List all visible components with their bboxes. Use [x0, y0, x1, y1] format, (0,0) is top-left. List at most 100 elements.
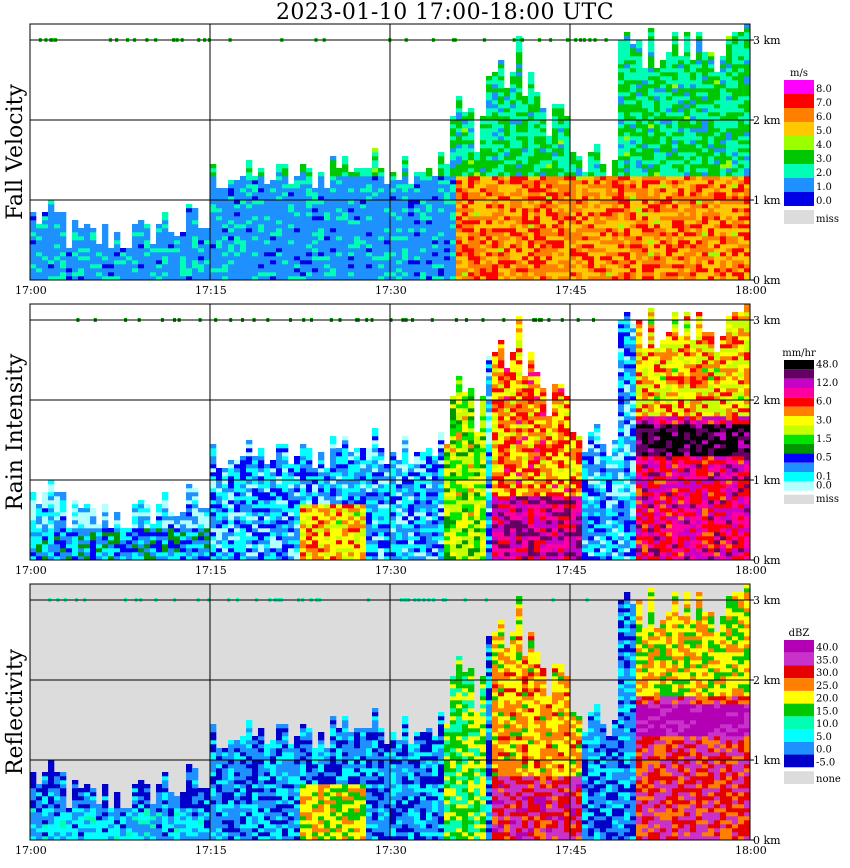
heat-cell — [402, 168, 409, 173]
heat-cell — [744, 276, 751, 281]
heat-cell — [168, 532, 175, 537]
heat-cell — [240, 480, 247, 485]
heat-cell — [348, 212, 355, 217]
heat-cell — [702, 108, 709, 113]
heat-cell — [744, 232, 751, 237]
heat-cell — [588, 168, 595, 173]
heat-cell — [282, 272, 289, 277]
heat-cell — [516, 248, 523, 253]
heat-cell — [276, 224, 283, 229]
heat-cell — [594, 176, 601, 181]
heat-cell — [270, 480, 277, 485]
heat-cell — [204, 244, 211, 249]
heat-cell — [480, 120, 487, 125]
heat-cell — [456, 124, 463, 129]
heat-cell — [588, 272, 595, 277]
heat-cell — [540, 216, 547, 221]
heat-cell — [360, 172, 367, 177]
heat-cell — [708, 268, 715, 273]
heat-cell — [588, 176, 595, 181]
heat-cell — [144, 516, 151, 521]
heat-cell — [72, 544, 79, 549]
heat-cell — [732, 264, 739, 269]
heat-cell — [420, 256, 427, 261]
heat-cell — [672, 108, 679, 113]
heat-cell — [552, 212, 559, 217]
heat-cell — [564, 248, 571, 253]
heat-cell — [264, 552, 271, 557]
heat-cell — [378, 252, 385, 257]
heat-cell — [378, 240, 385, 245]
heat-cell — [504, 104, 511, 109]
heat-cell — [516, 108, 523, 113]
heat-cell — [306, 456, 313, 461]
heat-cell — [702, 64, 709, 69]
heat-cell — [420, 216, 427, 221]
heat-cell — [600, 180, 607, 185]
heat-cell — [708, 236, 715, 241]
heat-cell — [360, 232, 367, 237]
heat-cell — [618, 216, 625, 221]
heat-cell — [162, 508, 169, 513]
heat-cell — [666, 60, 673, 65]
heat-cell — [216, 256, 223, 261]
heat-cell — [546, 268, 553, 273]
heat-cell — [630, 224, 637, 229]
heat-cell — [660, 256, 667, 261]
heat-cell — [54, 240, 61, 245]
heat-cell — [150, 524, 157, 529]
heat-cell — [660, 136, 667, 141]
heat-cell — [402, 180, 409, 185]
heat-cell — [330, 248, 337, 253]
heat-cell — [366, 168, 373, 173]
heat-cell — [726, 128, 733, 133]
heat-cell — [714, 140, 721, 145]
heat-cell — [714, 216, 721, 221]
heat-cell — [744, 100, 751, 105]
heat-cell — [492, 200, 499, 205]
heat-cell — [534, 188, 541, 193]
heat-cell — [594, 264, 601, 269]
heat-cell — [414, 264, 421, 269]
heat-cell — [438, 164, 445, 169]
heat-cell — [120, 276, 127, 281]
heat-cell — [48, 216, 55, 221]
heat-cell — [336, 268, 343, 273]
heat-cell — [60, 252, 67, 257]
heat-cell — [672, 256, 679, 261]
heat-cell — [240, 244, 247, 249]
heat-cell — [366, 256, 373, 261]
heat-cell — [708, 88, 715, 93]
heat-cell — [624, 32, 631, 37]
heat-cell — [684, 212, 691, 217]
heat-cell — [456, 160, 463, 165]
heat-cell — [42, 552, 49, 557]
heat-cell — [714, 224, 721, 229]
heat-cell — [606, 228, 613, 233]
heat-cell — [240, 508, 247, 513]
heat-cell — [522, 136, 529, 141]
heat-cell — [480, 156, 487, 161]
heat-cell — [456, 104, 463, 109]
heat-cell — [492, 236, 499, 241]
heat-cell — [720, 64, 727, 69]
heat-cell — [672, 88, 679, 93]
heat-cell — [288, 264, 295, 269]
heat-cell — [420, 252, 427, 257]
heat-cell — [144, 252, 151, 257]
heat-cell — [618, 264, 625, 269]
heat-cell — [240, 456, 247, 461]
heat-cell — [654, 212, 661, 217]
heat-cell — [684, 244, 691, 249]
heat-cell — [258, 224, 265, 229]
heat-cell — [252, 200, 259, 205]
heat-cell — [666, 196, 673, 201]
heat-cell — [618, 108, 625, 113]
heat-cell — [168, 232, 175, 237]
panel-1: 17:00 17:15 17:30 17:45 18:000 km1 km2 km3 k… — [3, 303, 839, 577]
heat-cell — [696, 240, 703, 245]
heat-cell — [252, 176, 259, 181]
heat-cell — [132, 536, 139, 541]
heat-cell — [444, 216, 451, 221]
heat-cell — [624, 136, 631, 141]
